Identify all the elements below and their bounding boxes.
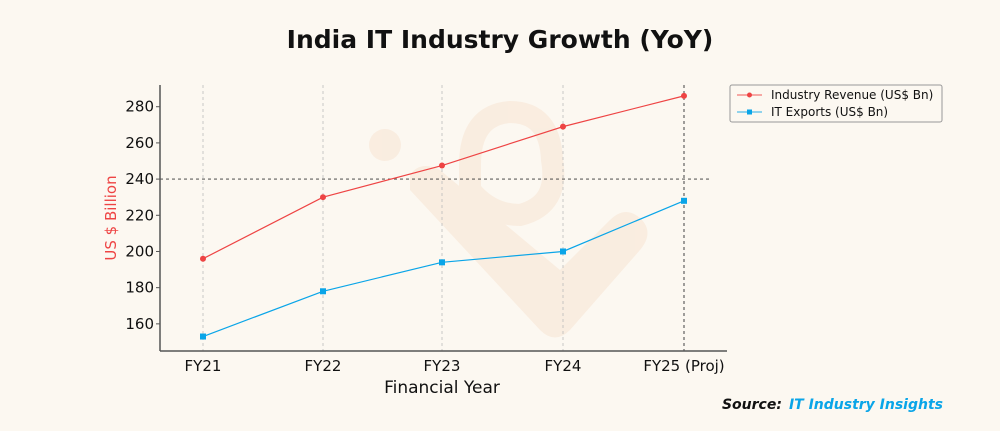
watermark-logo: [369, 100, 648, 338]
x-tick-label: FY24: [545, 357, 582, 375]
y-tick-label: 260: [125, 134, 154, 152]
y-tick-label: 280: [125, 98, 154, 116]
legend-box: [729, 84, 943, 123]
legend-label-revenue: Industry Revenue (US$ Bn): [771, 88, 933, 102]
data-point: [439, 259, 445, 266]
data-point: [200, 333, 206, 340]
x-ticks: FY21 FY22 FY23 FY24 FY25 (Proj): [185, 357, 725, 375]
source-name: IT Industry Insights: [789, 397, 943, 413]
data-point: [560, 248, 566, 255]
y-tick-label: 160: [125, 315, 154, 333]
x-tick-label: FY23: [424, 357, 461, 375]
data-point: [439, 162, 445, 169]
legend-marker-exports: [747, 109, 752, 115]
x-axis-label: Financial Year: [384, 378, 500, 398]
data-point: [320, 288, 326, 295]
chart-title: India IT Industry Growth (YoY): [287, 25, 714, 54]
data-point: [681, 92, 687, 99]
x-tick-label: FY21: [185, 357, 222, 375]
source-prefix: Source:: [722, 397, 782, 413]
series: [200, 92, 687, 340]
y-tick-label: 180: [125, 279, 154, 297]
data-point: [200, 255, 206, 262]
reference-lines: [160, 85, 712, 351]
y-tick-label: 220: [125, 206, 154, 224]
axes: [159, 85, 727, 352]
series-1: [200, 197, 687, 340]
y-ticks: 160 180 200 220 240 260 280: [125, 98, 160, 333]
legend-label-exports: IT Exports (US$ Bn): [771, 105, 888, 119]
series-0: [200, 92, 687, 262]
data-point: [320, 194, 326, 201]
x-tick-label: FY25 (Proj): [643, 357, 724, 375]
y-axis-label: US $ Billion: [102, 175, 120, 260]
data-point: [560, 123, 566, 130]
x-tick-label: FY22: [305, 357, 342, 375]
legend-marker-revenue: [747, 92, 752, 98]
y-tick-label: 200: [125, 242, 154, 260]
legend: Industry Revenue (US$ Bn) IT Exports (US…: [729, 84, 943, 123]
y-tick-label: 240: [125, 170, 154, 188]
data-point: [681, 197, 687, 204]
